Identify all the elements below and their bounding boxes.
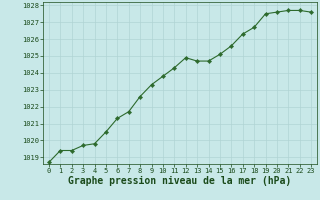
X-axis label: Graphe pression niveau de la mer (hPa): Graphe pression niveau de la mer (hPa) bbox=[68, 176, 292, 186]
